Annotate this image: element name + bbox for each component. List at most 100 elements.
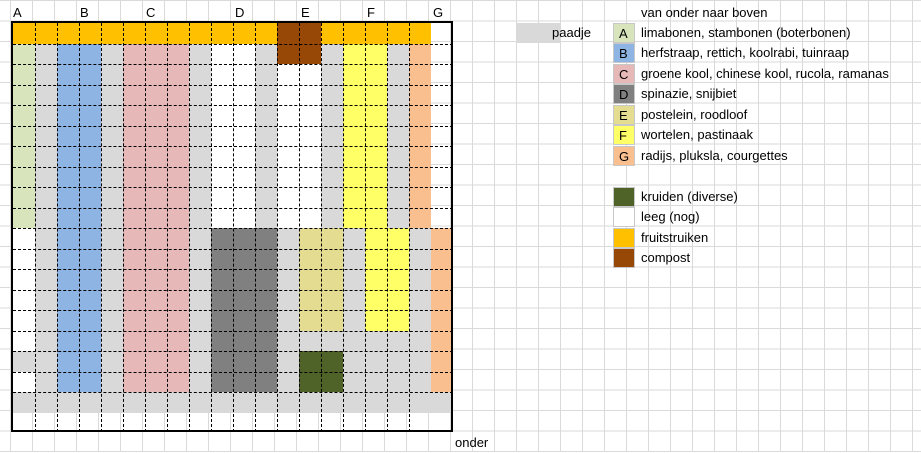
bed-f-cell [387, 269, 409, 290]
garden-row-divider [13, 330, 451, 332]
path-cell [101, 269, 123, 290]
empty-cell [277, 64, 299, 85]
garden-row-divider [13, 43, 451, 45]
fruit-bush-cell [255, 23, 277, 44]
garden-column-divider [277, 23, 278, 430]
path-cell [387, 43, 409, 64]
path-cell [387, 351, 409, 372]
path-cell [387, 187, 409, 208]
bed-d-cell [233, 248, 255, 269]
garden-row-divider [13, 146, 451, 147]
bed-c-cell [145, 64, 167, 85]
empty-cell [13, 310, 35, 331]
empty-cell [13, 269, 35, 290]
bed-f-cell [365, 289, 387, 310]
legend-label-empty: leeg (nog) [641, 209, 700, 224]
bed-c-cell [123, 43, 145, 64]
bed-f-cell [365, 146, 387, 167]
bed-d-cell [211, 330, 233, 351]
garden-column-divider [189, 23, 190, 430]
compost-cell [277, 23, 299, 44]
bed-c-cell [167, 351, 189, 372]
bed-f-cell [387, 310, 409, 331]
legend-letter-e: E [619, 108, 628, 123]
path-cell [255, 84, 277, 105]
path-cell [321, 105, 343, 126]
path-cell [409, 310, 431, 331]
fruit-bush-cell [343, 23, 365, 44]
bed-e-cell [321, 289, 343, 310]
garden-column-divider [321, 23, 322, 430]
fruit-bush-cell [167, 23, 189, 44]
legend-label-fruit: fruitstruiken [641, 230, 709, 245]
bed-c-cell [145, 330, 167, 351]
empty-cell [211, 84, 233, 105]
bed-g-cell [409, 187, 431, 208]
bed-f-cell [387, 228, 409, 249]
bed-b-cell [57, 64, 79, 85]
fruit-bush-cell [189, 23, 211, 44]
path-cell [101, 43, 123, 64]
column-header-e: E [301, 5, 310, 20]
bed-g-cell [409, 166, 431, 187]
bed-c-cell [123, 84, 145, 105]
bed-c-cell [123, 351, 145, 372]
bed-c-cell [145, 351, 167, 372]
fruit-bush-cell [365, 23, 387, 44]
bed-a-cell [13, 187, 35, 208]
bed-e-cell [299, 310, 321, 331]
bed-g-cell [431, 269, 451, 290]
garden-row-divider [13, 248, 451, 250]
bed-c-cell [123, 330, 145, 351]
bed-d-cell [233, 289, 255, 310]
bed-b-cell [57, 207, 79, 228]
fruit-bush-cell [57, 23, 79, 44]
legend-swatch-compost [613, 248, 635, 268]
path-cell [189, 289, 211, 310]
empty-cell [211, 125, 233, 146]
garden-row-divider [13, 351, 451, 352]
legend-label-compost: compost [641, 250, 691, 265]
path-cell [321, 166, 343, 187]
legend-swatch-e: E [613, 105, 635, 125]
path-cell [343, 351, 365, 372]
garden-column-divider [387, 23, 388, 430]
garden-column-divider [299, 23, 300, 430]
path-cell [35, 269, 57, 290]
bed-g-cell [431, 330, 451, 351]
bed-e-cell [299, 289, 321, 310]
bed-a-cell [13, 43, 35, 64]
bed-d-cell [211, 310, 233, 331]
path-cell [321, 392, 343, 413]
bed-d-cell [233, 371, 255, 392]
legend-label-herbs: kruiden (diverse) [641, 189, 738, 204]
legend-label-f: wortelen, pastinaak [641, 127, 754, 142]
garden-row-divider [13, 310, 451, 311]
bed-c-cell [123, 269, 145, 290]
garden-row-divider [13, 105, 451, 106]
bed-c-cell [167, 269, 189, 290]
bed-d-cell [255, 310, 277, 331]
path-cell [343, 392, 365, 413]
path-cell [35, 105, 57, 126]
path-cell [189, 371, 211, 392]
bed-b-cell [79, 371, 101, 392]
bed-c-cell [123, 125, 145, 146]
empty-cell [211, 105, 233, 126]
bed-e-cell [321, 310, 343, 331]
bed-e-cell [321, 248, 343, 269]
bed-d-cell [233, 269, 255, 290]
legend-title: van onder naar boven [641, 5, 768, 20]
fruit-bush-cell [13, 23, 35, 44]
path-cell [101, 105, 123, 126]
path-cell [13, 351, 35, 372]
bed-c-cell [145, 207, 167, 228]
path-cell [189, 228, 211, 249]
bed-c-cell [167, 125, 189, 146]
empty-cell [299, 84, 321, 105]
garden-column-divider [255, 23, 256, 430]
empty-cell [211, 187, 233, 208]
legend-label-e: postelein, roodloof [641, 107, 748, 122]
bed-f-cell [365, 43, 387, 64]
bed-c-cell [167, 64, 189, 85]
